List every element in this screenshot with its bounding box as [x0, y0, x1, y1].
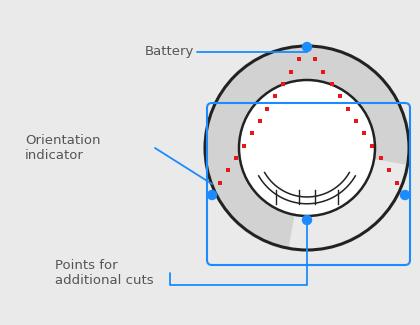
Circle shape	[401, 190, 410, 200]
Polygon shape	[289, 148, 407, 250]
Circle shape	[302, 215, 312, 225]
Text: Orientation
indicator: Orientation indicator	[25, 134, 100, 162]
Text: Points for
additional cuts: Points for additional cuts	[55, 259, 154, 287]
Circle shape	[239, 80, 375, 216]
Circle shape	[302, 43, 312, 51]
Circle shape	[207, 190, 216, 200]
Circle shape	[205, 46, 409, 250]
Text: Battery: Battery	[145, 46, 194, 58]
Circle shape	[240, 81, 374, 215]
